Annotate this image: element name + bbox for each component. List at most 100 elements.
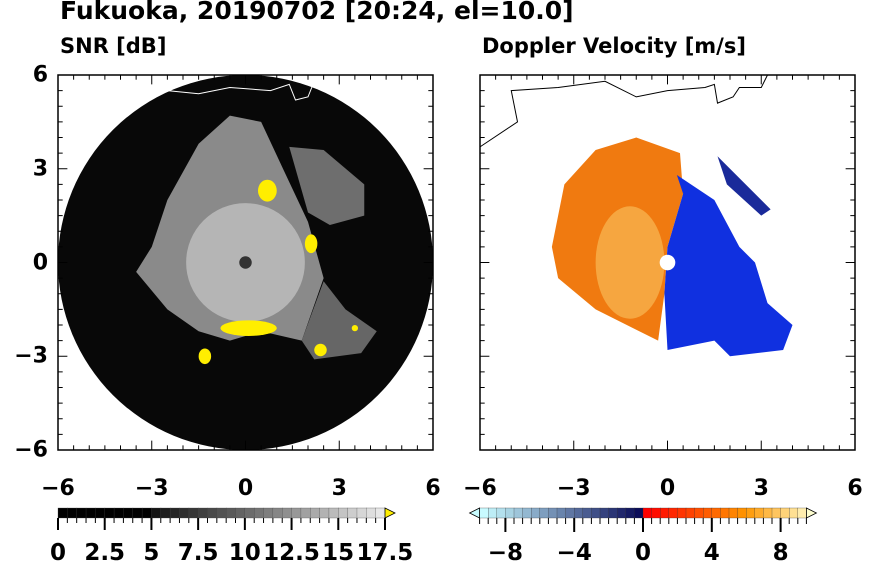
colorbar-tick-label: 17.5	[356, 540, 414, 566]
snr-colorbar	[57, 507, 396, 530]
colorbar-box	[548, 507, 558, 519]
colorbar-box	[141, 507, 152, 519]
colorbar-box	[513, 507, 524, 519]
colorbar-box	[197, 507, 208, 519]
coastline	[480, 75, 768, 147]
figure-title: Fukuoka, 20190702 [20:24, el=10.0]	[60, 0, 574, 25]
colorbar-box	[282, 507, 293, 519]
colorbar-tick-label: −4	[556, 540, 592, 566]
colorbar-box	[216, 507, 227, 519]
colorbar-box	[244, 507, 255, 519]
colorbar-box	[720, 507, 730, 519]
echo-receding-ne	[717, 156, 771, 216]
x-tick-label: 3	[331, 476, 347, 501]
colorbar-box	[703, 507, 713, 519]
colorbar-box	[617, 507, 627, 519]
colorbar-box	[574, 507, 584, 519]
high-snr-patches	[198, 179, 358, 365]
colorbar-box	[797, 507, 807, 519]
colorbar-box	[711, 507, 721, 519]
colorbar-box	[104, 507, 115, 519]
colorbar-box	[763, 507, 773, 519]
colorbar-box	[582, 507, 592, 519]
y-tick-label: 6	[32, 62, 48, 88]
colorbar-box	[132, 507, 143, 519]
colorbar-box	[608, 507, 618, 519]
colorbar-box	[522, 507, 532, 519]
x-tick-label: −3	[134, 476, 169, 501]
colorbar-tick-label: −8	[487, 540, 524, 566]
colorbar-box	[496, 507, 506, 519]
colorbar-box	[780, 507, 790, 519]
radar-center	[239, 256, 252, 269]
colorbar-tick-label: 12.5	[263, 540, 320, 566]
x-tick-label: 0	[237, 476, 254, 501]
colorbar-box	[771, 507, 782, 519]
colorbar-box	[123, 507, 134, 519]
colorbar-box	[160, 507, 171, 519]
colorbar-box	[539, 507, 549, 519]
x-tick-label: 3	[753, 476, 769, 501]
colorbar-box	[291, 507, 302, 519]
colorbar-tick-label: 2.5	[84, 540, 126, 566]
colorbar-box	[634, 507, 644, 519]
colorbar-box	[319, 507, 330, 519]
colorbar-box	[67, 507, 78, 519]
colorbar-box	[179, 507, 190, 519]
colorbar-box	[226, 507, 236, 519]
colorbar-over-arrow	[384, 507, 396, 519]
doppler-axes	[480, 75, 855, 450]
colorbar-box	[95, 507, 106, 519]
colorbar-box	[207, 507, 218, 519]
colorbar-box	[737, 507, 747, 519]
colorbar-box	[300, 507, 311, 519]
colorbar-box	[366, 507, 377, 519]
colorbar-box	[85, 507, 96, 519]
colorbar-tick-label: 5	[143, 540, 160, 566]
colorbar-box	[338, 507, 349, 519]
colorbar-tick-label: 0	[634, 540, 652, 566]
colorbar-tick-label: 8	[772, 540, 789, 566]
colorbar-box	[347, 507, 358, 519]
colorbar-box	[479, 507, 489, 519]
colorbar-box	[651, 507, 661, 519]
snr-plot	[58, 75, 433, 450]
coastline	[167, 75, 333, 100]
colorbar-box	[591, 507, 601, 519]
doppler-colorbar	[468, 507, 818, 532]
colorbar-under-arrow	[468, 507, 480, 519]
colorbar-box	[660, 507, 670, 519]
colorbar-box	[254, 507, 264, 519]
colorbar-box	[235, 507, 246, 519]
colorbar-box	[789, 507, 799, 519]
colorbar-box	[668, 507, 678, 519]
x-tick-label: −3	[556, 476, 591, 501]
colorbar-box	[728, 507, 739, 519]
y-tick-label: −3	[14, 343, 48, 369]
echo-approaching-core	[595, 206, 665, 319]
colorbar-box	[746, 507, 756, 519]
x-tick-label: 0	[659, 476, 676, 501]
echo-se	[301, 281, 377, 360]
colorbar-box	[356, 507, 367, 519]
colorbar-over-arrow	[805, 507, 818, 519]
colorbar-tick-label: 15	[322, 540, 355, 566]
colorbar-box	[505, 507, 515, 519]
x-tick-label: 6	[425, 476, 441, 501]
colorbar-box	[188, 507, 199, 519]
colorbar-tick-label: 10	[228, 540, 261, 566]
x-tick-label: 6	[847, 476, 863, 501]
colorbar-box	[310, 507, 321, 519]
colorbar-box	[488, 507, 498, 519]
x-tick-label: −6	[41, 476, 75, 501]
colorbar-box	[272, 507, 283, 519]
colorbar-tick-label: 0	[49, 540, 67, 566]
colorbar-box	[113, 507, 124, 519]
colorbar-box	[642, 507, 653, 519]
snr-subtitle: SNR [dB]	[60, 34, 167, 58]
x-tick-label: −6	[463, 476, 497, 501]
colorbar-box	[565, 507, 575, 519]
colorbar-box	[76, 507, 87, 519]
colorbar-box	[599, 507, 610, 519]
echo-receding	[664, 175, 793, 357]
